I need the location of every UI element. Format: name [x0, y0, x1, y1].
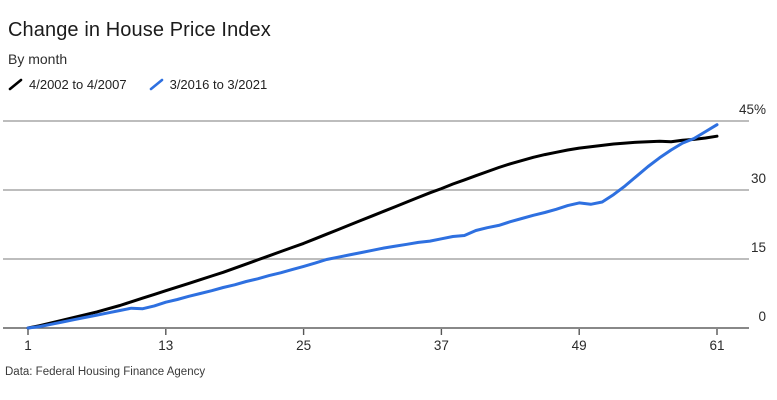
- legend-label-2002-2007: 4/2002 to 4/2007: [29, 77, 127, 92]
- legend-item-2016-2021: 3/2016 to 3/2021: [149, 77, 268, 92]
- chart-subtitle: By month: [8, 51, 68, 67]
- legend-label-2016-2021: 3/2016 to 3/2021: [169, 77, 268, 92]
- black-slash-icon: [8, 78, 23, 91]
- y-tick-label: 15: [751, 240, 766, 255]
- legend: 4/2002 to 4/2007 3/2016 to 3/2021: [8, 77, 267, 92]
- source-note: Data: Federal Housing Finance Agency: [5, 366, 206, 378]
- x-tick-label: 61: [709, 338, 724, 353]
- x-tick-label: 25: [296, 338, 311, 353]
- x-tick-label: 1: [24, 338, 32, 353]
- legend-item-2002-2007: 4/2002 to 4/2007: [8, 77, 127, 92]
- x-tick-label: 37: [434, 338, 449, 353]
- y-tick-label: 45%: [739, 102, 766, 117]
- y-tick-label: 0: [758, 309, 766, 324]
- chart-title: Change in House Price Index: [8, 19, 271, 41]
- y-tick-label: 30: [751, 171, 766, 186]
- legend-marker-line: [8, 78, 23, 91]
- series-line-1: [26, 123, 719, 330]
- blue-slash-icon: [149, 78, 163, 91]
- legend-marker-line: [149, 78, 163, 91]
- series-line-0: [26, 134, 719, 330]
- x-tick-label: 13: [158, 338, 173, 353]
- x-tick-label: 49: [572, 338, 587, 353]
